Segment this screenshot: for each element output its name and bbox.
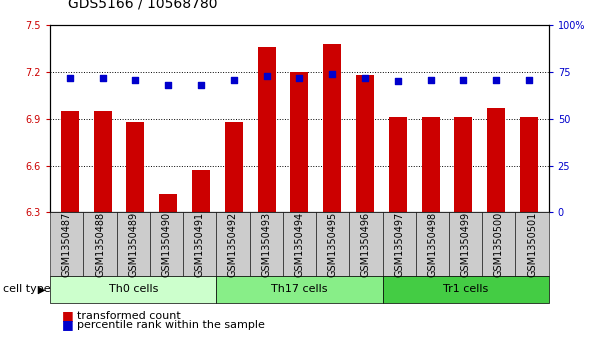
Point bbox=[360, 75, 370, 81]
Text: Th0 cells: Th0 cells bbox=[109, 285, 158, 294]
Text: cell type: cell type bbox=[3, 285, 51, 294]
Point bbox=[262, 73, 271, 79]
Bar bbox=[520, 117, 538, 212]
Text: GSM1350500: GSM1350500 bbox=[494, 212, 504, 277]
Text: transformed count: transformed count bbox=[77, 311, 181, 321]
Point bbox=[163, 82, 173, 88]
Text: GSM1350497: GSM1350497 bbox=[394, 212, 404, 277]
Bar bbox=[61, 111, 79, 212]
Text: GDS5166 / 10568780: GDS5166 / 10568780 bbox=[68, 0, 217, 11]
Text: GSM1350493: GSM1350493 bbox=[261, 212, 271, 277]
Bar bbox=[159, 193, 177, 212]
Point bbox=[458, 77, 468, 82]
Bar bbox=[323, 44, 341, 212]
Point bbox=[525, 77, 534, 82]
Text: ■: ■ bbox=[62, 309, 74, 322]
Text: GSM1350490: GSM1350490 bbox=[162, 212, 172, 277]
Point bbox=[196, 82, 206, 88]
Text: GSM1350491: GSM1350491 bbox=[195, 212, 205, 277]
Point bbox=[131, 77, 140, 82]
Bar bbox=[389, 117, 407, 212]
Bar bbox=[422, 117, 440, 212]
Text: GSM1350495: GSM1350495 bbox=[327, 212, 337, 277]
Point bbox=[294, 75, 304, 81]
Bar bbox=[225, 122, 243, 212]
Text: ■: ■ bbox=[62, 318, 74, 331]
Text: GSM1350496: GSM1350496 bbox=[361, 212, 371, 277]
Point bbox=[393, 79, 402, 85]
Text: GSM1350488: GSM1350488 bbox=[95, 212, 105, 277]
Point bbox=[491, 77, 501, 82]
Point bbox=[65, 75, 74, 81]
Text: GSM1350501: GSM1350501 bbox=[527, 212, 537, 277]
Text: GSM1350492: GSM1350492 bbox=[228, 212, 238, 277]
Bar bbox=[192, 170, 210, 212]
Bar bbox=[454, 117, 473, 212]
Point bbox=[98, 75, 107, 81]
Bar bbox=[487, 108, 505, 212]
Bar bbox=[126, 122, 145, 212]
Text: Th17 cells: Th17 cells bbox=[271, 285, 327, 294]
Bar bbox=[356, 75, 374, 212]
Text: Tr1 cells: Tr1 cells bbox=[443, 285, 489, 294]
Text: percentile rank within the sample: percentile rank within the sample bbox=[77, 320, 264, 330]
Point bbox=[229, 77, 238, 82]
Text: GSM1350499: GSM1350499 bbox=[461, 212, 471, 277]
Text: GSM1350487: GSM1350487 bbox=[62, 212, 72, 277]
Text: GSM1350498: GSM1350498 bbox=[427, 212, 437, 277]
Text: ▶: ▶ bbox=[38, 285, 45, 294]
Text: GSM1350494: GSM1350494 bbox=[294, 212, 304, 277]
Bar bbox=[258, 47, 276, 212]
Point bbox=[327, 71, 337, 77]
Bar bbox=[290, 72, 309, 212]
Bar bbox=[94, 111, 112, 212]
Point bbox=[426, 77, 435, 82]
Text: GSM1350489: GSM1350489 bbox=[128, 212, 138, 277]
